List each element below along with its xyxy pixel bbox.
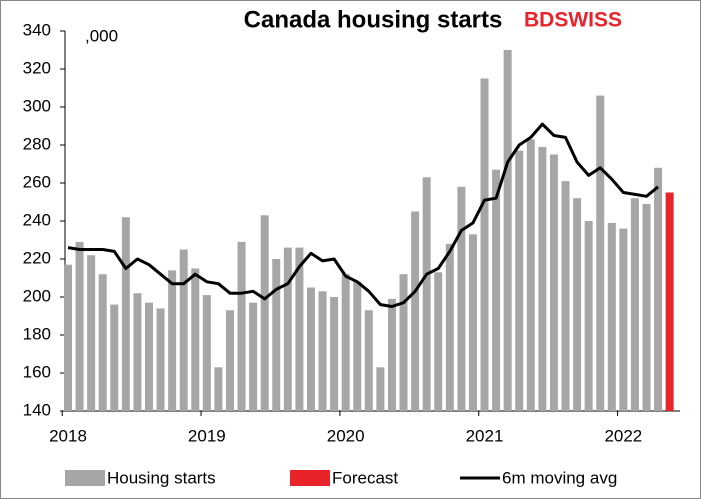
bar xyxy=(492,169,501,411)
x-tick-label: 2019 xyxy=(188,426,226,445)
bar xyxy=(619,228,628,411)
bar xyxy=(156,308,165,411)
bar xyxy=(202,295,211,411)
bar xyxy=(445,243,454,411)
y-tick-label: 160 xyxy=(23,362,51,381)
x-tick-label: 2022 xyxy=(604,426,642,445)
logo: BDSWISS xyxy=(524,9,622,32)
bar xyxy=(237,241,246,411)
bar xyxy=(87,255,96,411)
bar xyxy=(480,78,489,411)
bar xyxy=(330,297,339,411)
x-tick-label: 2018 xyxy=(49,426,87,445)
y-tick-label: 200 xyxy=(23,286,51,305)
chart-title: Canada housing starts xyxy=(244,6,503,33)
y-tick-label: 260 xyxy=(23,172,51,191)
bar xyxy=(179,249,188,411)
y-tick-label: 180 xyxy=(23,324,51,343)
y-tick-label: 300 xyxy=(23,96,51,115)
bar xyxy=(249,302,258,411)
bar xyxy=(318,291,327,411)
bar xyxy=(503,50,512,411)
bar xyxy=(225,310,234,411)
x-tick-label: 2021 xyxy=(466,426,504,445)
bar xyxy=(434,272,443,411)
bar xyxy=(295,247,304,411)
bar xyxy=(260,215,269,411)
bar xyxy=(596,95,605,411)
bar xyxy=(168,270,177,411)
bar xyxy=(561,181,570,411)
bar xyxy=(133,293,142,411)
bar xyxy=(110,304,119,411)
y-tick-label: 220 xyxy=(23,248,51,267)
bar xyxy=(538,146,547,411)
bar xyxy=(630,198,639,411)
bar xyxy=(468,234,477,411)
bar xyxy=(526,139,535,412)
bar xyxy=(121,217,130,411)
legend-label: Housing starts xyxy=(107,468,216,487)
bar xyxy=(607,222,616,411)
bar xyxy=(272,259,281,411)
bar xyxy=(584,221,593,411)
bar xyxy=(399,274,408,411)
bar xyxy=(376,367,385,411)
legend-swatch xyxy=(65,470,105,486)
legend-label: Forecast xyxy=(332,468,398,487)
bar xyxy=(665,192,674,411)
y-tick-label: 320 xyxy=(23,58,51,77)
bar xyxy=(411,211,420,411)
y-tick-label: 340 xyxy=(23,20,51,39)
bar xyxy=(98,274,107,411)
bar xyxy=(353,281,362,411)
bar xyxy=(549,154,558,411)
bar xyxy=(144,302,153,411)
line xyxy=(67,122,660,308)
bar xyxy=(642,203,651,411)
x-tick-label: 2020 xyxy=(327,426,365,445)
bar xyxy=(75,241,84,411)
unit-annotation: ,000 xyxy=(85,26,118,45)
bar xyxy=(283,247,292,411)
bar xyxy=(654,167,663,411)
bar xyxy=(573,198,582,411)
legend-label: 6m moving avg xyxy=(502,468,617,487)
bar xyxy=(364,310,373,411)
bar xyxy=(387,298,396,411)
bar xyxy=(191,268,200,411)
y-tick-label: 280 xyxy=(23,134,51,153)
bar xyxy=(515,150,524,411)
y-tick-label: 140 xyxy=(23,400,51,419)
bar xyxy=(457,186,466,411)
bar xyxy=(64,264,72,411)
bar xyxy=(422,177,431,411)
bar xyxy=(214,367,223,411)
legend-swatch xyxy=(290,470,330,486)
bar xyxy=(306,287,315,411)
bar xyxy=(341,274,350,411)
y-tick-label: 240 xyxy=(23,210,51,229)
